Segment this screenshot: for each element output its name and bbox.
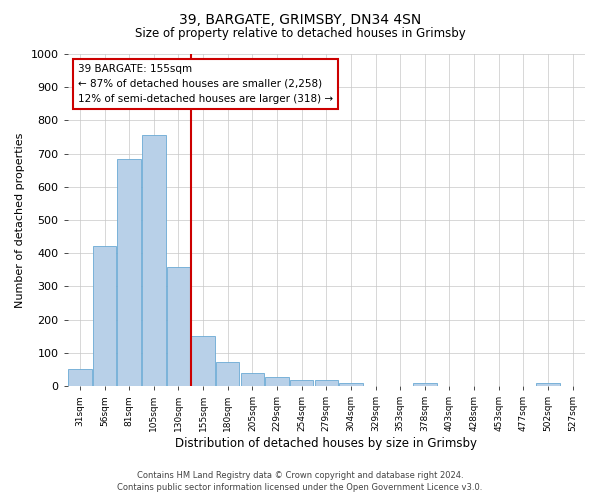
Bar [413,384,437,386]
Text: 39, BARGATE, GRIMSBY, DN34 4SN: 39, BARGATE, GRIMSBY, DN34 4SN [179,12,421,26]
Bar [241,373,264,386]
Bar [118,158,141,386]
Bar [536,382,560,386]
Bar [265,377,289,386]
Bar [339,382,362,386]
X-axis label: Distribution of detached houses by size in Grimsby: Distribution of detached houses by size … [175,437,477,450]
Bar [216,362,239,386]
Text: 39 BARGATE: 155sqm
← 87% of detached houses are smaller (2,258)
12% of semi-deta: 39 BARGATE: 155sqm ← 87% of detached hou… [78,64,333,104]
Bar [290,380,313,386]
Bar [142,134,166,386]
Bar [68,370,92,386]
Bar [191,336,215,386]
Text: Size of property relative to detached houses in Grimsby: Size of property relative to detached ho… [134,28,466,40]
Text: Contains HM Land Registry data © Crown copyright and database right 2024.
Contai: Contains HM Land Registry data © Crown c… [118,471,482,492]
Bar [93,246,116,386]
Bar [167,266,190,386]
Bar [314,380,338,386]
Y-axis label: Number of detached properties: Number of detached properties [15,132,25,308]
